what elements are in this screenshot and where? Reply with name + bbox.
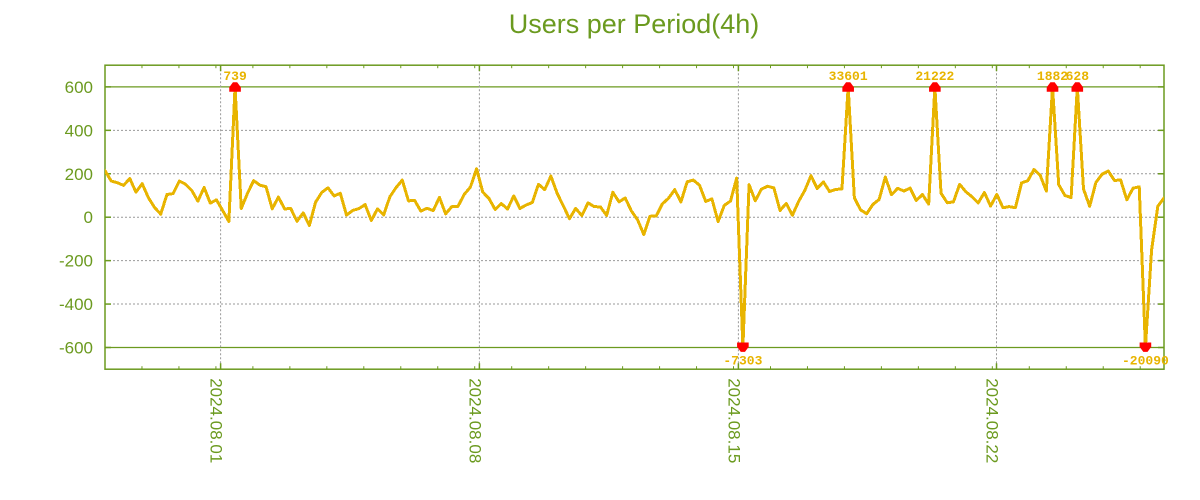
svg-text:0: 0 [84,208,93,227]
svg-text:Users per Period(4h): Users per Period(4h) [509,9,760,39]
svg-text:2024.08.15: 2024.08.15 [724,378,743,463]
svg-text:600: 600 [65,78,93,97]
svg-text:400: 400 [65,121,93,140]
svg-text:-400: -400 [59,295,93,314]
svg-text:21222: 21222 [915,69,954,84]
svg-text:628: 628 [1066,69,1090,84]
svg-text:2024.08.01: 2024.08.01 [207,378,226,463]
svg-text:200: 200 [65,165,93,184]
svg-text:-20090: -20090 [1122,353,1169,368]
svg-text:-600: -600 [59,338,93,357]
svg-text:-200: -200 [59,252,93,271]
svg-text:2024.08.08: 2024.08.08 [465,378,484,463]
svg-text:739: 739 [223,69,247,84]
svg-text:33601: 33601 [829,69,868,84]
svg-text:-7303: -7303 [723,353,762,368]
svg-text:1882: 1882 [1037,69,1068,84]
svg-text:2024.08.22: 2024.08.22 [983,378,1002,463]
